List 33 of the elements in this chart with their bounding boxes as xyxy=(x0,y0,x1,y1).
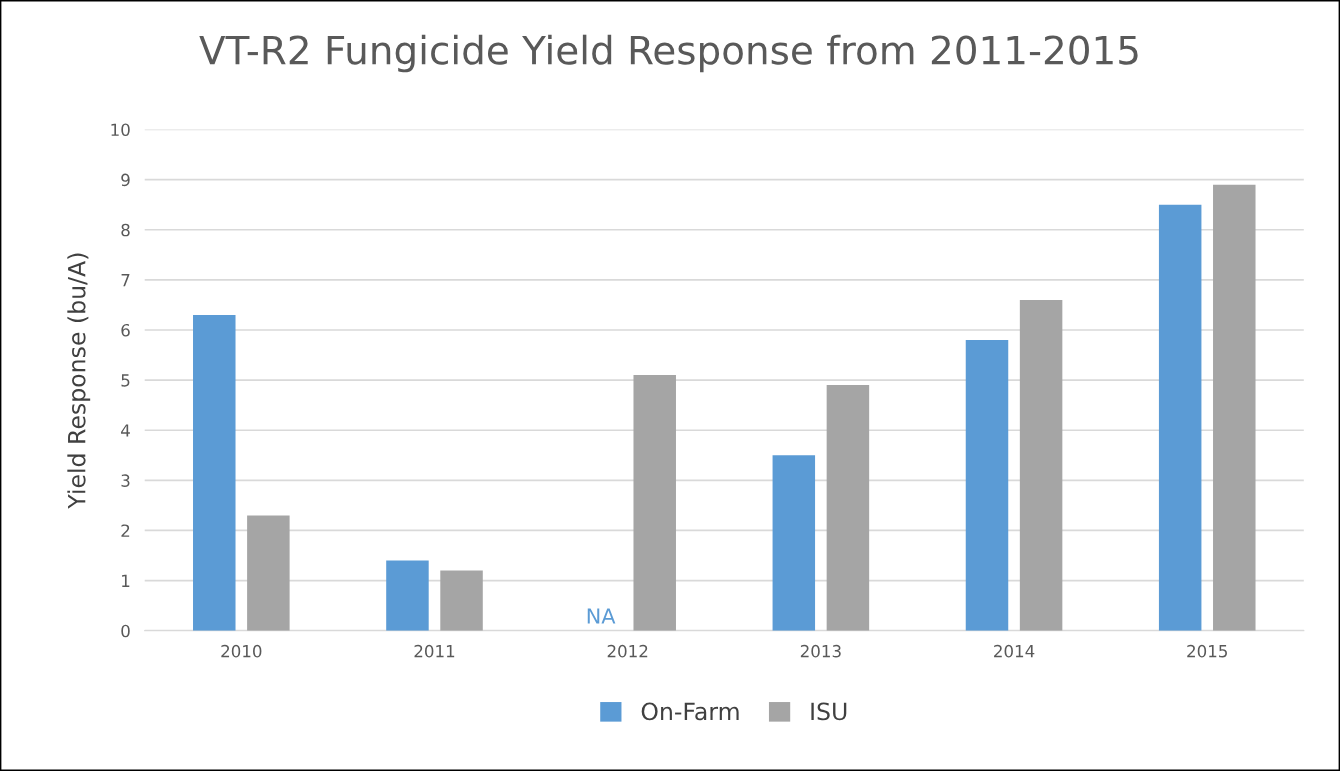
y-tick-label: 1 xyxy=(122,574,130,587)
annotation: NA xyxy=(587,608,616,624)
y-axis-title: Yield Response (bu/A) xyxy=(67,253,91,509)
bar xyxy=(193,314,236,631)
x-tick-label: 2012 xyxy=(607,644,648,658)
x-tick-label: 2011 xyxy=(414,644,455,658)
y-tick-label: 3 xyxy=(121,474,130,487)
bar xyxy=(1158,204,1202,631)
y-tick-label: 4 xyxy=(121,424,130,437)
bar xyxy=(965,340,1009,631)
legend-label: ISU xyxy=(811,702,847,721)
y-tick-label: 9 xyxy=(121,173,130,187)
x-tick-label: 2015 xyxy=(1187,644,1227,658)
y-tick-label: 8 xyxy=(121,223,130,237)
y-tick-label: 5 xyxy=(121,374,130,387)
chart-title: VT-R2 Fungicide Yield Response from 2011-2015 xyxy=(199,34,1138,73)
bar xyxy=(1019,299,1063,631)
x-tick-label: 2013 xyxy=(800,644,841,658)
bar xyxy=(386,560,429,631)
bar xyxy=(772,455,816,631)
bar xyxy=(247,515,290,631)
y-tick-label: 10 xyxy=(111,123,130,137)
x-tick-label: 2014 xyxy=(994,644,1035,658)
bar xyxy=(1213,184,1256,631)
y-tick-label: 7 xyxy=(121,274,130,287)
x-tick-label: 2010 xyxy=(221,644,262,658)
bar xyxy=(826,385,870,631)
bar xyxy=(440,570,483,631)
y-tick-label: 6 xyxy=(121,323,130,337)
y-tick-label: 0 xyxy=(121,624,130,638)
bar xyxy=(633,375,676,631)
legend-label: On-Farm xyxy=(641,702,739,721)
y-tick-label: 2 xyxy=(121,524,130,537)
